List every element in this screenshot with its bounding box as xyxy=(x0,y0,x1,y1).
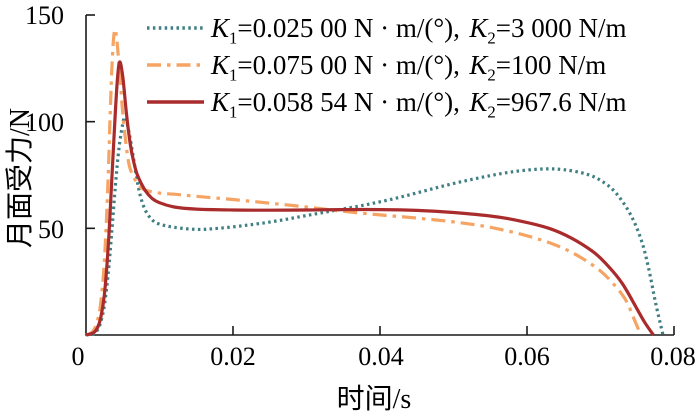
x-tick-label: 0.06 xyxy=(504,342,550,371)
series-line-2 xyxy=(85,60,655,337)
k1-symbol: K xyxy=(211,13,230,43)
series-line-1 xyxy=(85,27,643,337)
k2-symbol: K xyxy=(469,87,488,117)
k2-symbol: K xyxy=(469,13,488,43)
x-tick-label: 0.02 xyxy=(210,342,256,371)
x-axis-title: 时间/s xyxy=(336,384,412,414)
legend-item: K1=0.058 54 N · m/(°), K2=967.6 N/m xyxy=(211,87,627,122)
y-tick-label: 100 xyxy=(25,108,64,137)
x-tick-label: 0.04 xyxy=(358,342,404,371)
legend-label: K1=0.025 00 N · m/(°), K2=3 000 N/m xyxy=(211,13,627,48)
x-tick-label: 0 xyxy=(71,342,85,371)
legend-item: K1=0.075 00 N · m/(°), K2=100 N/m xyxy=(211,50,607,85)
k2-symbol: K xyxy=(469,50,488,80)
k1-symbol: K xyxy=(211,87,230,117)
y-tick-label: 150 xyxy=(25,1,64,30)
series-line-0 xyxy=(85,115,665,337)
x-tick-label: 0.08 xyxy=(650,342,696,371)
legend-label: K1=0.075 00 N · m/(°), K2=100 N/m xyxy=(211,50,607,85)
legend-item: K1=0.025 00 N · m/(°), K2=3 000 N/m xyxy=(211,13,627,48)
y-axis-title: 月面受力/N xyxy=(5,108,36,249)
legend-label: K1=0.058 54 N · m/(°), K2=967.6 N/m xyxy=(211,87,627,122)
y-tick-label: 50 xyxy=(38,215,64,244)
k1-symbol: K xyxy=(211,50,230,80)
